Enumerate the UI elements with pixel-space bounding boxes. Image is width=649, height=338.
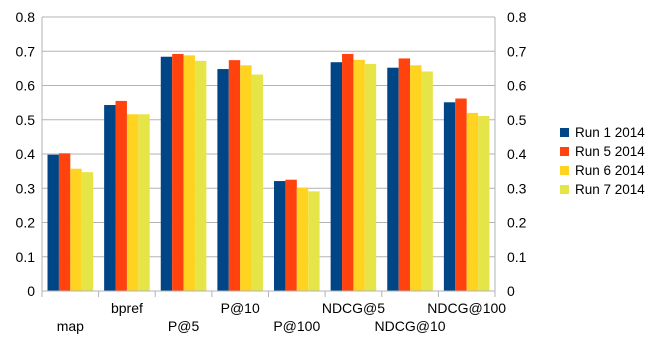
x-category-label: NDCG@10 [375, 318, 446, 334]
y-tick-label-left: 0.3 [16, 180, 36, 196]
bar-ndcg-10-series-2 [398, 58, 411, 291]
legend-label: Run 5 2014 [575, 144, 645, 159]
x-category-label: map [57, 318, 84, 334]
bar-map-series-2 [58, 153, 71, 291]
x-category-label: NDCG@100 [427, 300, 506, 316]
legend-label: Run 7 2014 [575, 182, 645, 197]
x-category-label: NDCG@5 [322, 300, 385, 316]
bar-ndcg-100-series-3 [466, 112, 479, 292]
bar-map-series-1 [47, 154, 59, 291]
bar-bpref-series-2 [115, 100, 127, 291]
bars [47, 53, 490, 292]
bar-p-10-series-2 [228, 60, 241, 291]
y-axis-left-ticks: 0 0.1 0.2 0.3 0.4 0.5 0.6 0.7 0.8 [16, 9, 36, 299]
y-tick-label-left: 0.1 [16, 249, 36, 265]
bar-ndcg-100-series-4 [478, 115, 490, 291]
bar-ndcg-100-series-2 [455, 98, 467, 291]
bar-bpref-series-3 [126, 114, 139, 292]
y-tick-label-left: 0 [27, 283, 35, 299]
y-tick-label-right: 0.5 [507, 112, 527, 128]
bar-ndcg-5-series-3 [353, 59, 365, 291]
y-tick-label-left: 0.5 [16, 112, 36, 128]
legend-swatch [560, 166, 569, 175]
y-tick-label-right: 0.7 [507, 43, 527, 59]
bar-p-5-series-1 [160, 56, 173, 292]
bar-map-series-3 [70, 168, 82, 291]
y-tick-label-right: 0.6 [507, 78, 527, 94]
bar-ndcg-5-series-4 [364, 63, 377, 291]
bar-p-10-series-1 [217, 69, 229, 291]
bar-p-100-series-1 [274, 181, 286, 291]
bar-p-5-series-4 [194, 60, 207, 292]
y-tick-label-left: 0.6 [16, 78, 36, 94]
legend-label: Run 1 2014 [575, 125, 645, 140]
legend-label: Run 6 2014 [575, 163, 645, 178]
bar-p-5-series-2 [172, 53, 184, 291]
bar-p-100-series-3 [296, 187, 309, 291]
bar-p-10-series-3 [240, 65, 252, 291]
y-tick-label-right: 0.4 [507, 146, 527, 162]
y-tick-label-left: 0.4 [16, 146, 36, 162]
y-tick-label-left: 0.7 [16, 43, 36, 59]
y-tick-label-right: 0.8 [507, 9, 527, 25]
bar-bpref-series-4 [138, 114, 150, 292]
x-category-label: P@100 [273, 318, 320, 334]
axes [41, 17, 496, 297]
bar-ndcg-10-series-1 [387, 67, 399, 291]
legend: Run 1 2014 Run 5 2014 Run 6 2014 Run 7 2014 [560, 125, 645, 197]
legend-swatch [560, 185, 569, 194]
bar-bpref-series-1 [104, 105, 116, 292]
y-tick-label-right: 0.3 [507, 180, 527, 196]
y-axis-right-ticks: 0 0.1 0.2 0.3 0.4 0.5 0.6 0.7 0.8 [507, 9, 527, 299]
bar-p-5-series-3 [183, 55, 195, 291]
y-tick-label-right: 0 [507, 283, 515, 299]
legend-swatch [560, 147, 569, 156]
legend-swatch [560, 128, 569, 137]
x-category-label: P@10 [221, 300, 260, 316]
y-tick-label-right: 0.1 [507, 249, 527, 265]
y-tick-label-left: 0.8 [16, 9, 36, 25]
bar-ndcg-5-series-2 [342, 53, 354, 291]
bar-ndcg-5-series-1 [330, 62, 343, 292]
y-tick-label-right: 0.2 [507, 215, 527, 231]
bar-ndcg-10-series-4 [421, 71, 433, 292]
y-tick-label-left: 0.2 [16, 215, 36, 231]
bar-p-10-series-4 [251, 74, 263, 291]
bar-ndcg-10-series-3 [410, 65, 422, 291]
bar-map-series-4 [81, 172, 94, 291]
bar-ndcg-100-series-1 [443, 102, 456, 291]
x-category-label: P@5 [168, 318, 200, 334]
bar-p-100-series-2 [285, 179, 297, 291]
x-category-label: bpref [111, 300, 143, 316]
bar-p-100-series-4 [308, 191, 320, 291]
